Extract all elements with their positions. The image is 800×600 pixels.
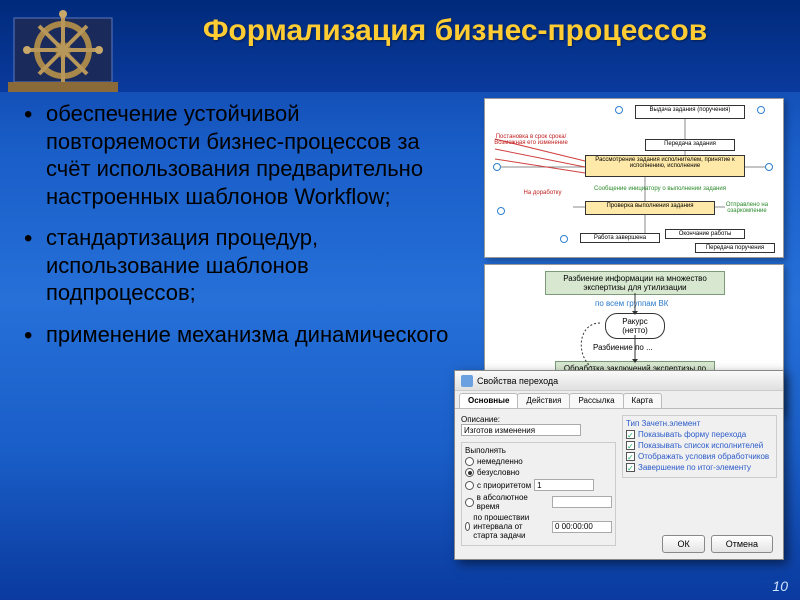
checkbox-icon: [626, 452, 635, 461]
radio-option[interactable]: в абсолютное время: [465, 493, 612, 511]
diagram-connector: [560, 235, 568, 243]
checkbox-icon: [626, 430, 635, 439]
checkbox-icon: [626, 463, 635, 472]
properties-dialog: Свойства перехода Основные Действия Расс…: [454, 370, 784, 560]
bullet-list: обеспечение устойчивой повторяемости биз…: [22, 100, 452, 362]
radio-option[interactable]: с приоритетом: [465, 479, 612, 491]
dialog-left-panel: Описание: Выполнять немедленно безусловно…: [461, 415, 616, 523]
dialog-body: Описание: Выполнять немедленно безусловно…: [455, 409, 783, 529]
dialog-app-icon: [461, 375, 473, 387]
exec-group-label: Выполнять: [465, 446, 612, 455]
desc-input[interactable]: [461, 424, 581, 436]
bullet-item: стандартизация процедур, использование ш…: [22, 224, 452, 307]
check-label: Завершение по итог-элементу: [638, 463, 751, 472]
radio-icon: [465, 498, 474, 507]
workflow-diagram-1: Выдача задания (поручения) Передача задан…: [484, 98, 784, 258]
diagram-connector: [757, 106, 765, 114]
diagram-connector: [615, 106, 623, 114]
dialog-titlebar: Свойства перехода: [455, 371, 783, 391]
radio-label: в абсолютное время: [477, 493, 549, 511]
radio-option[interactable]: по прошествии интервала от старта задачи: [465, 513, 612, 540]
ship-wheel-logo: [8, 4, 118, 92]
radio-field[interactable]: [534, 479, 594, 491]
diagram-box: Передача задания: [645, 139, 735, 151]
diagram-box: Работа завершена: [580, 233, 660, 243]
radio-option[interactable]: немедленно: [465, 457, 612, 466]
radio-icon: [465, 468, 474, 477]
diagram-box: На доработку: [515, 189, 570, 199]
check-option[interactable]: Завершение по итог-элементу: [626, 463, 773, 472]
type-group-label: Тип Зачетн.элемент: [626, 419, 773, 428]
radio-icon: [465, 457, 474, 466]
slide: Формализация бизнес-процессов обеспечени…: [0, 0, 800, 600]
diagram-box: Передача поручения: [695, 243, 775, 253]
tab-mailing[interactable]: Рассылка: [569, 393, 623, 408]
check-option[interactable]: Отображать условия обработчиков: [626, 452, 773, 461]
check-label: Показывать форму перехода: [638, 430, 746, 439]
radio-icon: [465, 481, 474, 490]
radio-option[interactable]: безусловно: [465, 468, 612, 477]
radio-field[interactable]: [552, 496, 612, 508]
diagram-connector: [765, 163, 773, 171]
diagram-box: Рассмотрение задания исполнителем, приня…: [585, 155, 745, 177]
diagram-box: Сообщение инициатору о выполнении задани…: [585, 185, 735, 197]
radio-label: немедленно: [477, 457, 523, 466]
bullet-item: обеспечение устойчивой повторяемости биз…: [22, 100, 452, 210]
dialog-buttons: ОК Отмена: [662, 535, 773, 553]
diagram-box: Отправлено на озаркомпение: [717, 201, 777, 215]
radio-field[interactable]: [552, 521, 612, 533]
radio-label: по прошествии интервала от старта задачи: [473, 513, 549, 540]
radio-label: с приоритетом: [477, 481, 531, 490]
tab-main[interactable]: Основные: [459, 393, 518, 408]
diagram-box: Постановка в срок срока/Возможная его из…: [491, 133, 571, 151]
bullet-item: применение механизма динамического: [22, 321, 452, 349]
desc-label: Описание:: [461, 415, 500, 424]
diagram-box: Окончание работы: [665, 229, 745, 239]
tab-actions[interactable]: Действия: [517, 393, 570, 408]
diagram-connector: [497, 207, 505, 215]
check-option[interactable]: Показывать список исполнителей: [626, 441, 773, 450]
diagram-connector: [493, 163, 501, 171]
radio-icon: [465, 522, 470, 531]
diagram-box: Выдача задания (поручения): [635, 105, 745, 119]
check-label: Отображать условия обработчиков: [638, 452, 769, 461]
dialog-tabs: Основные Действия Рассылка Карта: [455, 391, 783, 409]
dialog-right-panel: Тип Зачетн.элемент Показывать форму пере…: [622, 415, 777, 523]
tab-map[interactable]: Карта: [623, 393, 662, 408]
cancel-button[interactable]: Отмена: [711, 535, 773, 553]
checkbox-icon: [626, 441, 635, 450]
slide-title: Формализация бизнес-процессов: [140, 14, 770, 49]
page-number: 10: [772, 578, 788, 594]
ok-button[interactable]: ОК: [662, 535, 704, 553]
dialog-title: Свойства перехода: [477, 376, 558, 386]
check-label: Показывать список исполнителей: [638, 441, 763, 450]
radio-label: безусловно: [477, 468, 520, 477]
diagram-box: Проверка выполнения задания: [585, 201, 715, 215]
check-option[interactable]: Показывать форму перехода: [626, 430, 773, 439]
